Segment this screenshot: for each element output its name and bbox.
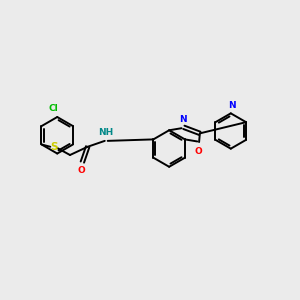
Text: S: S [50, 142, 58, 152]
Text: NH: NH [98, 128, 113, 137]
Text: N: N [179, 116, 187, 124]
Text: N: N [228, 101, 236, 110]
Text: O: O [78, 166, 86, 175]
Text: O: O [194, 147, 202, 156]
Text: Cl: Cl [49, 104, 58, 113]
